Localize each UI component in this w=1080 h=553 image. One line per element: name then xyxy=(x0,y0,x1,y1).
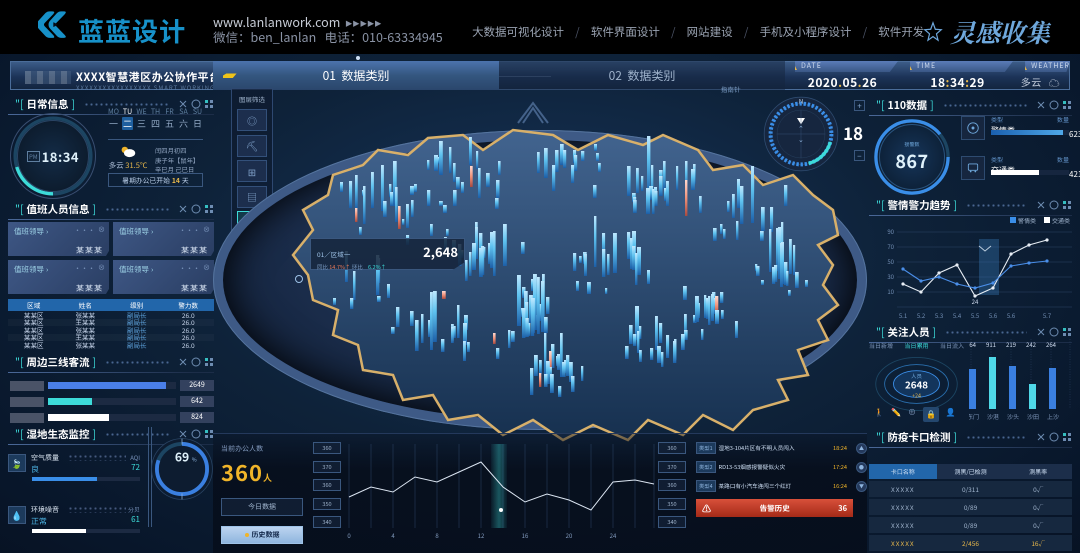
svg-text:69: 69 xyxy=(175,447,189,465)
svg-text:30: 30 xyxy=(887,272,894,281)
svg-text:24: 24 xyxy=(972,297,979,306)
svg-text:264: 264 xyxy=(969,340,977,349)
svg-text:N: N xyxy=(799,97,804,106)
svg-text:5.3: 5.3 xyxy=(935,311,943,320)
svg-text:+24: +24 xyxy=(912,391,921,399)
svg-text:5.1: 5.1 xyxy=(899,311,907,320)
svg-text:264: 264 xyxy=(1046,340,1057,349)
svg-text:5.6: 5.6 xyxy=(1007,311,1016,320)
svg-text:16: 16 xyxy=(522,531,529,540)
svg-text:5.6: 5.6 xyxy=(989,311,998,320)
svg-text:70: 70 xyxy=(887,242,894,251)
svg-text:12: 12 xyxy=(478,531,485,540)
svg-text:20: 20 xyxy=(566,531,573,540)
svg-text:8: 8 xyxy=(435,531,439,540)
svg-text:5.4: 5.4 xyxy=(953,311,962,320)
svg-text:4: 4 xyxy=(391,531,395,540)
svg-text:%: % xyxy=(192,455,197,463)
svg-text:242: 242 xyxy=(1026,340,1037,349)
svg-text:24: 24 xyxy=(610,531,617,540)
svg-text:911: 911 xyxy=(986,340,996,349)
svg-text:沙头: 沙头 xyxy=(1007,412,1019,421)
svg-text:5.2: 5.2 xyxy=(917,311,926,320)
svg-text:东门: 东门 xyxy=(969,412,979,421)
svg-text:2648: 2648 xyxy=(905,377,928,391)
svg-text:10: 10 xyxy=(887,287,894,296)
svg-text:5.5: 5.5 xyxy=(971,311,980,320)
svg-text:沙田: 沙田 xyxy=(1027,412,1039,421)
svg-text:90: 90 xyxy=(887,227,894,236)
svg-text:219: 219 xyxy=(1006,340,1016,349)
svg-text:0: 0 xyxy=(347,531,351,540)
svg-text:5.7: 5.7 xyxy=(1043,311,1052,320)
svg-text:沙港: 沙港 xyxy=(987,412,999,421)
svg-text:50: 50 xyxy=(887,257,894,266)
svg-text:上沙: 上沙 xyxy=(1047,412,1059,421)
